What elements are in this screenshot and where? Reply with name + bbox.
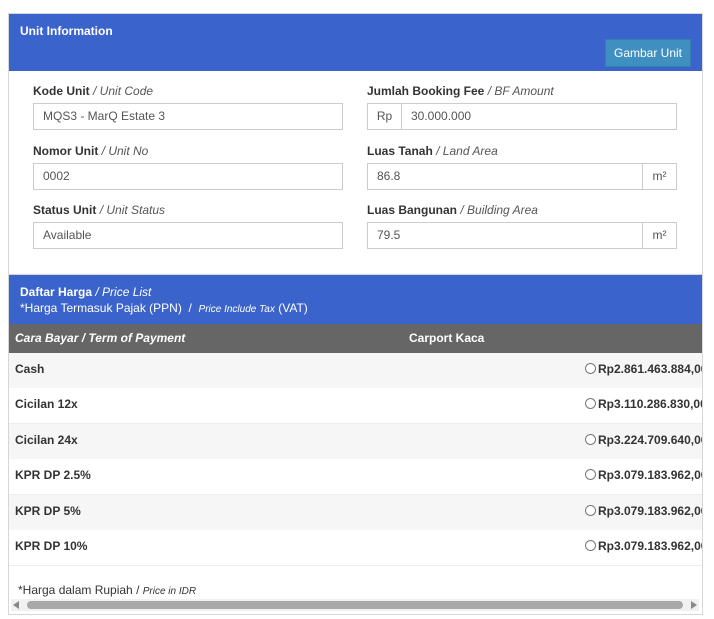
price: Rp3.079.183.962,00 [598, 468, 703, 483]
field-input[interactable]: Available [33, 222, 343, 249]
tax-note: *Harga Termasuk Pajak (PPN) [20, 301, 182, 315]
payment-term: KPR DP 2.5% [15, 468, 91, 483]
input-value: 86.8 [377, 168, 401, 183]
gambar-button[interactable]: Gambar Unit [605, 39, 691, 67]
payment-term: KPR DP 10% [15, 539, 88, 553]
price-row: Cash Rp2.861.463.884,00 [9, 353, 702, 389]
field-label: Luas Tanah / Land Area [367, 144, 498, 158]
price: Rp3.079.183.962,00 [598, 503, 703, 518]
input-value: 30.000.000 [411, 109, 472, 123]
input-value: MQS3 - MarQ Estate 3 [43, 109, 166, 123]
label-main: Kode Unit [33, 84, 90, 98]
tax-note-suffix: (VAT) [278, 301, 308, 315]
field-input[interactable]: 79.5 m² [367, 222, 677, 249]
footnote-line: *Harga dalam Rupiah / Price in IDR [18, 583, 196, 597]
tax-line: *Harga Termasuk Pajak (PPN) / Price Incl… [20, 301, 308, 315]
price-row: KPR DP 10% Rp3.079.183.962,00 [9, 530, 702, 566]
price-title-line: Daftar Harga / Price List [20, 285, 151, 299]
radio-button[interactable] [585, 540, 596, 551]
content-box: Unit Information Gambar Unit Kode Unit /… [8, 13, 703, 615]
table-header: Cara Bayar / Term of Payment Carport Kac… [9, 324, 702, 353]
payment-term: Cicilan 24x [15, 432, 78, 447]
payment-term: Cicilan 12x [15, 397, 78, 412]
price-row: Cicilan 24x Rp3.224.709.640,00 [9, 423, 703, 460]
field-label: Status Unit / Unit Status [33, 203, 165, 217]
label-main: Luas Tanah [367, 143, 433, 158]
label-main: Jumlah Booking Fee [367, 84, 485, 98]
scroll-thumb[interactable] [27, 601, 683, 609]
label-en: / Land Area [436, 143, 498, 158]
label-en: / BF Amount [487, 84, 554, 98]
unit-header: Unit Information Gambar Unit [9, 14, 702, 71]
radio-button[interactable] [585, 433, 596, 445]
field-input[interactable]: 86.8 m² [367, 162, 677, 190]
input-suffix: m² [642, 223, 676, 248]
input-prefix: Rp [368, 104, 402, 129]
price-title-en: / Price List [95, 285, 152, 299]
field-label: Nomor Unit / Unit No [33, 144, 148, 158]
tax-note-en: Price Include Tax [198, 304, 275, 315]
footnote-en: Price in IDR [142, 586, 197, 597]
scroll-left[interactable] [13, 601, 19, 609]
price-row: Cicilan 12x Rp3.110.286.830,00 [9, 388, 703, 425]
label-en: / Building Area [460, 203, 538, 217]
input-value: 0002 [43, 168, 70, 183]
col-header: Cara Bayar / Term of Payment [15, 331, 186, 345]
price-header: Daftar Harga / Price List *Harga Termasu… [9, 274, 702, 324]
tax-sep: / [188, 301, 192, 315]
radio-button[interactable] [585, 398, 596, 410]
field-input[interactable]: MQS3 - MarQ Estate 3 [33, 103, 343, 130]
radio-button[interactable] [585, 469, 596, 481]
radio-button[interactable] [585, 504, 596, 516]
field-input[interactable]: 0002 [33, 162, 343, 190]
label-en: / Unit No [101, 143, 149, 158]
label-main: Luas Bangunan [367, 203, 458, 217]
unit-title: Unit Information [20, 24, 113, 38]
field-input[interactable]: Rp 30.000.000 [367, 103, 677, 130]
scrollbar[interactable] [11, 599, 699, 611]
field-label: Kode Unit / Unit Code [33, 84, 153, 98]
price-row: KPR DP 5% Rp3.079.183.962,00 [9, 494, 703, 531]
radio-button[interactable] [585, 363, 596, 374]
payment-term: Cash [15, 362, 45, 376]
payment-term: KPR DP 5% [15, 503, 81, 518]
footnote: *Harga dalam Rupiah / [18, 583, 140, 597]
label-en: / Unit Status [99, 203, 166, 217]
input-value: Available [43, 228, 92, 242]
input-suffix: m² [642, 163, 676, 189]
field-label: Luas Bangunan / Building Area [367, 203, 538, 217]
price-row: KPR DP 2.5% Rp3.079.183.962,00 [9, 459, 703, 496]
price: Rp3.079.183.962,00 [598, 539, 703, 553]
price: Rp2.861.463.884,00 [598, 362, 703, 376]
price: Rp3.224.709.640,00 [598, 432, 703, 447]
label-main: Nomor Unit [33, 143, 99, 158]
price: Rp3.110.286.830,00 [598, 397, 703, 412]
scroll-right[interactable] [691, 601, 697, 609]
price-title: Daftar Harga [20, 285, 93, 299]
label-en: / Unit Code [93, 84, 154, 98]
label-main: Status Unit [33, 203, 97, 217]
input-value: 79.5 [377, 228, 401, 242]
col-header: Carport Kaca [409, 331, 485, 345]
field-label: Jumlah Booking Fee / BF Amount [367, 84, 554, 98]
